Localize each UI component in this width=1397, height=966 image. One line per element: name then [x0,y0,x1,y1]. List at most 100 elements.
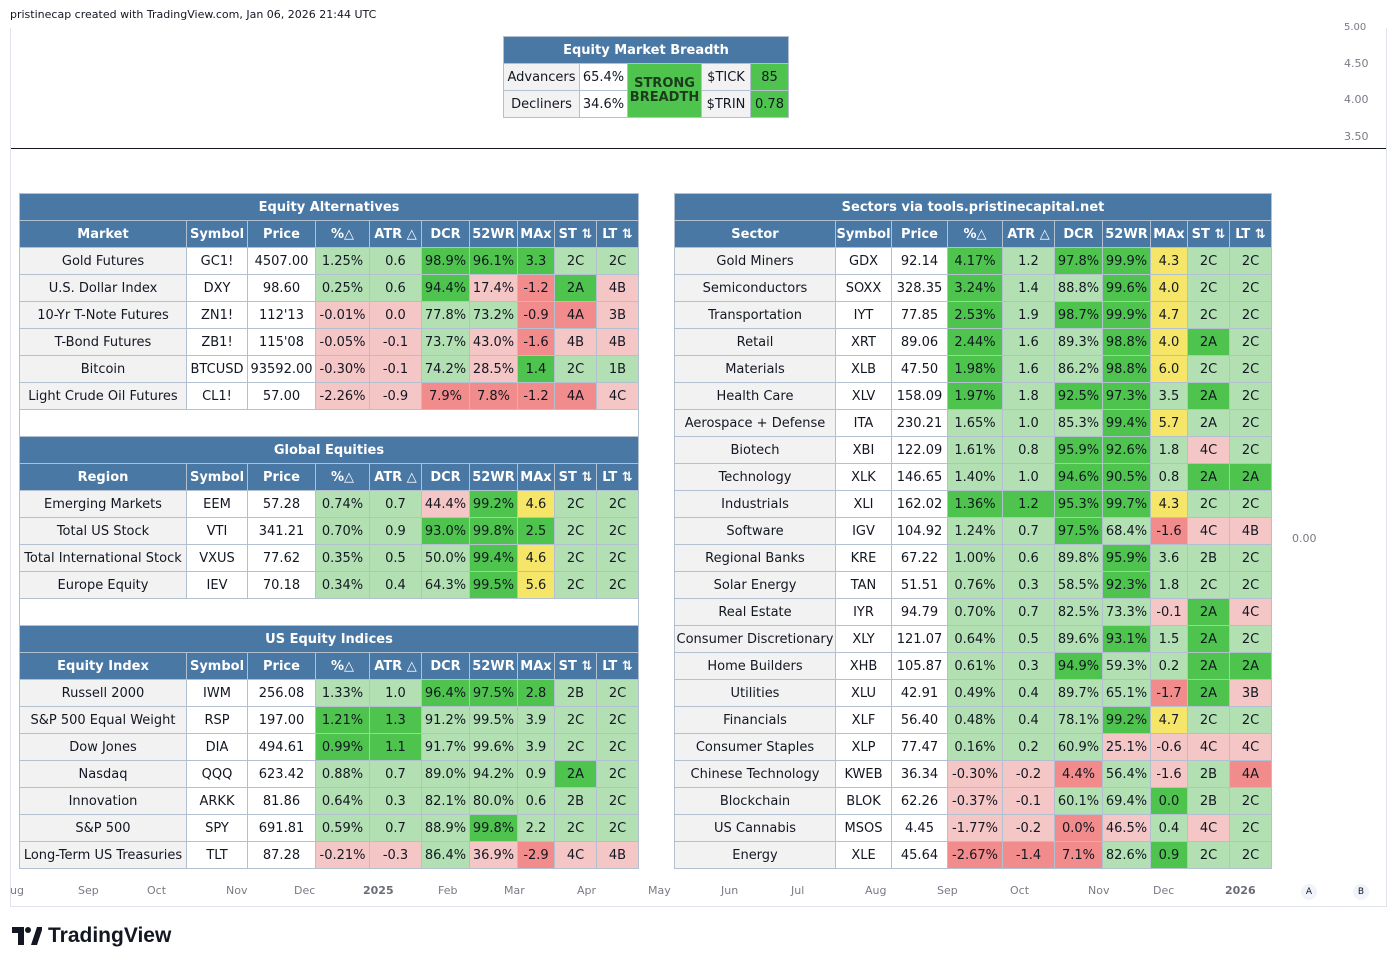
lt-cell: 2C [596,733,639,761]
row-name-cell: Russell 2000 [19,679,187,707]
time-axis-label: May [648,884,671,897]
column-header[interactable]: Symbol [186,652,248,680]
symbol-cell: XLF [835,706,892,734]
breadth-status-line2: BREADTH [629,89,700,105]
row-name-cell: S&P 500 [19,814,187,842]
st-cell: 2A [554,760,597,788]
column-header[interactable]: DCR [421,652,470,680]
wr-cell: 99.7% [1102,490,1151,518]
table-row: Russell 2000 IWM 256.08 1.33% 1.0 96.4% 97.5% 2… [19,679,639,707]
price-cell: 494.61 [247,733,316,761]
price-cell: 36.34 [891,760,948,788]
column-header[interactable]: 52WR [1102,220,1151,248]
column-header[interactable]: Price [891,220,948,248]
column-header[interactable]: Price [247,463,316,491]
column-header[interactable]: ATR △ [369,220,422,248]
column-header[interactable]: LT ⇅ [1229,220,1272,248]
column-header[interactable]: LT ⇅ [596,652,639,680]
column-header[interactable]: Symbol [186,220,248,248]
symbol-cell: SOXX [835,274,892,302]
column-header[interactable]: LT ⇅ [596,220,639,248]
wr-cell: 36.9% [469,841,518,869]
column-header[interactable]: 52WR [469,220,518,248]
column-header[interactable]: ST ⇅ [1187,220,1230,248]
lt-cell: 2C [1229,328,1272,356]
st-cell: 2B [554,787,597,815]
pct-cell: -2.26% [315,382,370,410]
column-header[interactable]: ST ⇅ [554,652,597,680]
column-header[interactable]: Price [247,220,316,248]
column-header[interactable]: %△ [947,220,1003,248]
dcr-cell: 94.9% [1054,652,1103,680]
column-header[interactable]: Market [19,220,187,248]
time-axis-label: Dec [294,884,316,897]
table-row: S&P 500 SPY 691.81 0.59% 0.7 88.9% 99.8% 2.2 2C 2… [19,814,639,842]
symbol-cell: EEM [186,490,248,518]
column-header[interactable]: Symbol [835,220,892,248]
column-header[interactable]: MAx [517,220,555,248]
max-cell: 3.9 [517,706,555,734]
dcr-cell: 89.6% [1054,625,1103,653]
price-cell: 57.28 [247,490,316,518]
max-cell: 4.7 [1150,301,1188,329]
atr-cell: 1.9 [1002,301,1055,329]
column-header[interactable]: 52WR [469,463,518,491]
max-cell: 0.9 [1150,841,1188,869]
dcr-cell: 89.3% [1054,328,1103,356]
pct-cell: -0.30% [315,355,370,383]
column-header[interactable]: Equity Index [19,652,187,680]
row-name-cell: Gold Miners [674,247,836,275]
column-header[interactable]: MAx [1150,220,1188,248]
time-axis-label: Mar [504,884,525,897]
column-header[interactable]: Sector [674,220,836,248]
wr-cell: 80.0% [469,787,518,815]
column-header[interactable]: MAx [517,463,555,491]
column-header[interactable]: Price [247,652,316,680]
column-header[interactable]: LT ⇅ [596,463,639,491]
column-header[interactable]: DCR [421,463,470,491]
st-cell: 2C [1187,490,1230,518]
column-header[interactable]: ST ⇅ [554,463,597,491]
max-cell: -1.6 [517,328,555,356]
column-header[interactable]: %△ [315,220,370,248]
column-header[interactable]: %△ [315,652,370,680]
atr-cell: 1.3 [369,706,422,734]
row-name-cell: Health Care [674,382,836,410]
column-header[interactable]: ATR △ [1002,220,1055,248]
tradingview-logo[interactable]: TradingView [12,924,171,948]
pct-cell: -2.67% [947,841,1003,869]
column-header[interactable]: Symbol [186,463,248,491]
dcr-cell: 88.8% [1054,274,1103,302]
column-header[interactable]: 52WR [469,652,518,680]
atr-cell: -0.3 [369,841,422,869]
atr-cell: -0.1 [369,355,422,383]
dcr-cell: 89.7% [1054,679,1103,707]
auto-scale-button[interactable]: A [1301,884,1317,900]
column-header[interactable]: DCR [421,220,470,248]
brand-name: TradingView [48,924,172,947]
wr-cell: 99.2% [469,490,518,518]
pct-cell: 0.49% [947,679,1003,707]
wr-cell: 90.5% [1102,463,1151,491]
column-header[interactable]: %△ [315,463,370,491]
max-cell: 4.6 [517,544,555,572]
scale-button[interactable]: B [1353,884,1369,900]
dcr-cell: 77.8% [421,301,470,329]
column-header[interactable]: ST ⇅ [554,220,597,248]
price-cell: 623.42 [247,760,316,788]
atr-cell: 1.2 [1002,247,1055,275]
equity-alternatives-section: Equity Alternatives Market Symbol Price %△ AT… [19,193,639,410]
price-cell: 4507.00 [247,247,316,275]
column-header[interactable]: DCR [1054,220,1103,248]
wr-cell: 99.6% [469,733,518,761]
pct-cell: 4.17% [947,247,1003,275]
price-cell: 121.07 [891,625,948,653]
dcr-cell: 98.7% [1054,301,1103,329]
column-header[interactable]: Region [19,463,187,491]
column-header[interactable]: ATR △ [369,463,422,491]
atr-cell: 0.6 [369,274,422,302]
price-cell: 104.92 [891,517,948,545]
column-header[interactable]: MAx [517,652,555,680]
price-cell: 98.60 [247,274,316,302]
column-header[interactable]: ATR △ [369,652,422,680]
